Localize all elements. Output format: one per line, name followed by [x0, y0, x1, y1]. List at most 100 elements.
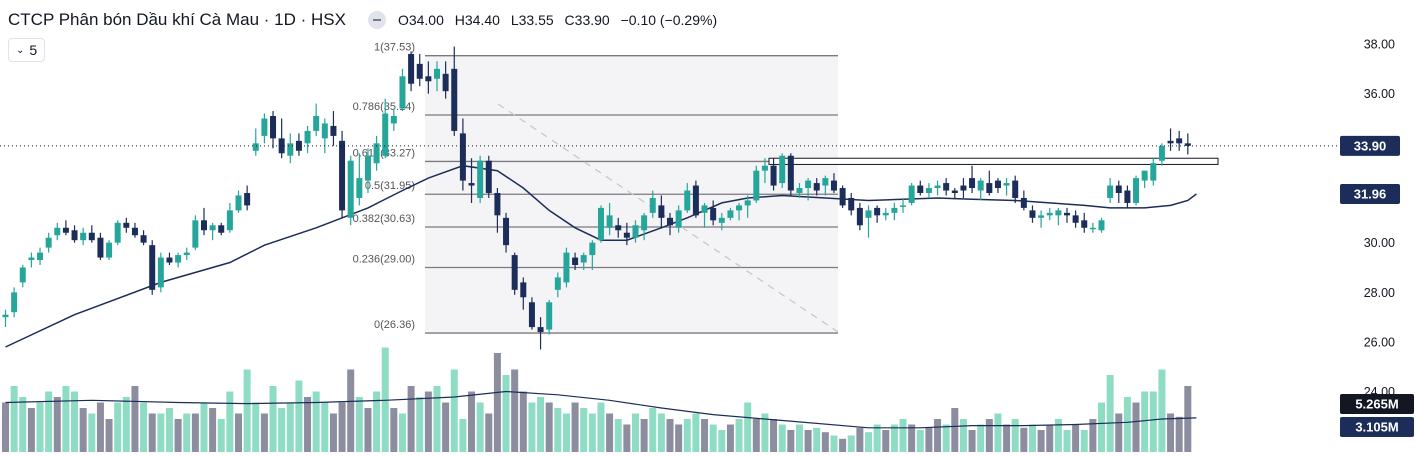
collapse-legend-icon[interactable]: [367, 11, 386, 29]
volume-bar: [27, 408, 35, 452]
volume-bar: [1020, 427, 1028, 452]
volume-bar: [580, 408, 588, 452]
candle-body: [710, 207, 717, 221]
change-value: −0.10 (−0.29%): [620, 12, 718, 28]
candle-body: [572, 257, 579, 266]
chevron-down-icon: ⌄: [16, 44, 25, 56]
fib-label-0.382: 0.382(30.63): [353, 213, 415, 225]
candle: [830, 173, 837, 193]
candle: [736, 202, 743, 221]
candle-body: [925, 188, 932, 193]
candle: [19, 265, 26, 288]
candle-body: [692, 185, 699, 216]
volume-bar: [295, 380, 303, 452]
candle-body: [736, 205, 743, 211]
candle-body: [442, 73, 449, 92]
candle-body: [667, 217, 674, 226]
volume-bar: [934, 419, 942, 452]
candle: [485, 155, 492, 198]
ma-price-badge: 31.96: [1340, 183, 1400, 204]
volume-bar: [269, 386, 277, 452]
candle: [667, 212, 674, 236]
candle: [494, 188, 501, 233]
volume-bar: [243, 369, 251, 452]
fib-label-0.236: 0.236(29.00): [353, 254, 415, 266]
candle: [149, 240, 156, 295]
candle-body: [1072, 215, 1079, 223]
volume-bar: [88, 413, 96, 452]
candle-body: [969, 178, 976, 189]
candle-body: [54, 227, 61, 236]
volume-ma-badge-text: 3.105M: [1355, 420, 1398, 435]
candle: [442, 61, 449, 99]
volume-bar: [692, 413, 700, 452]
candle-body: [891, 207, 898, 213]
candle: [97, 232, 104, 261]
volume-bar: [191, 413, 199, 452]
candle: [701, 202, 708, 228]
candle-body: [701, 205, 708, 213]
candle-body: [1020, 197, 1027, 208]
candle-body: [830, 180, 837, 191]
volume-bar: [252, 402, 260, 452]
candle-body: [88, 232, 95, 241]
candle-body: [330, 125, 337, 136]
volume-bar: [588, 413, 596, 452]
candle: [1176, 130, 1183, 151]
candle: [1012, 175, 1019, 203]
candle: [1124, 185, 1131, 208]
candle: [382, 98, 389, 159]
y-tick-label: 30.00: [1364, 236, 1395, 250]
y-tick-label: 24.00: [1364, 385, 1395, 399]
moving-average: [5, 164, 1197, 348]
volume-bars: [2, 347, 1192, 452]
ohlc-values: O34.00 H34.40 L33.55 C33.90 −0.10 (−0.29…: [398, 12, 724, 28]
indicator-count: 5: [29, 42, 38, 58]
candle: [572, 252, 579, 270]
candle-body: [71, 230, 78, 241]
volume-bar: [1098, 402, 1106, 452]
candle: [356, 153, 363, 206]
candle: [710, 200, 717, 226]
candle-body: [744, 200, 751, 206]
candle: [278, 118, 285, 159]
candle-body: [459, 133, 466, 181]
volume-bar: [1175, 416, 1183, 452]
candle-body: [45, 237, 52, 248]
price-axis: 38.00 36.00 34.00 32.00 30.00 28.00 26.00 24.00: [1364, 38, 1395, 400]
candle: [45, 232, 52, 253]
candle: [753, 165, 760, 203]
y-tick-label: 32.00: [1364, 187, 1395, 201]
volume-bar: [364, 408, 372, 452]
candle: [434, 61, 440, 92]
candle: [1150, 158, 1157, 186]
volume-bar: [631, 413, 639, 452]
candle: [649, 190, 656, 218]
candle-body: [718, 217, 725, 223]
candle-body: [951, 190, 958, 193]
volume-bar: [890, 424, 898, 452]
volume-bar: [761, 413, 769, 452]
candle-body: [209, 225, 216, 231]
symbol-title[interactable]: CTCP Phân bón Dầu khí Cà Mau · 1D · HSX: [8, 10, 346, 29]
volume-bar: [752, 419, 760, 452]
candle-body: [908, 185, 915, 203]
candle: [313, 103, 320, 136]
indicators-toggle-button[interactable]: ⌄ 5: [8, 38, 46, 62]
candle-body: [1098, 220, 1105, 231]
candle-body: [157, 257, 164, 288]
volume-bar: [122, 397, 130, 452]
candle: [347, 155, 354, 226]
candle: [580, 252, 587, 270]
y-tick-label: 38.00: [1364, 38, 1395, 52]
candle-body: [761, 165, 768, 171]
candle: [934, 180, 941, 196]
volume-bar: [140, 402, 148, 452]
candle-body: [226, 210, 233, 231]
candle-body: [477, 160, 484, 198]
candle-body: [270, 116, 277, 139]
volume-bar: [329, 413, 337, 452]
volume-bar: [96, 402, 104, 452]
candle: [261, 113, 268, 144]
